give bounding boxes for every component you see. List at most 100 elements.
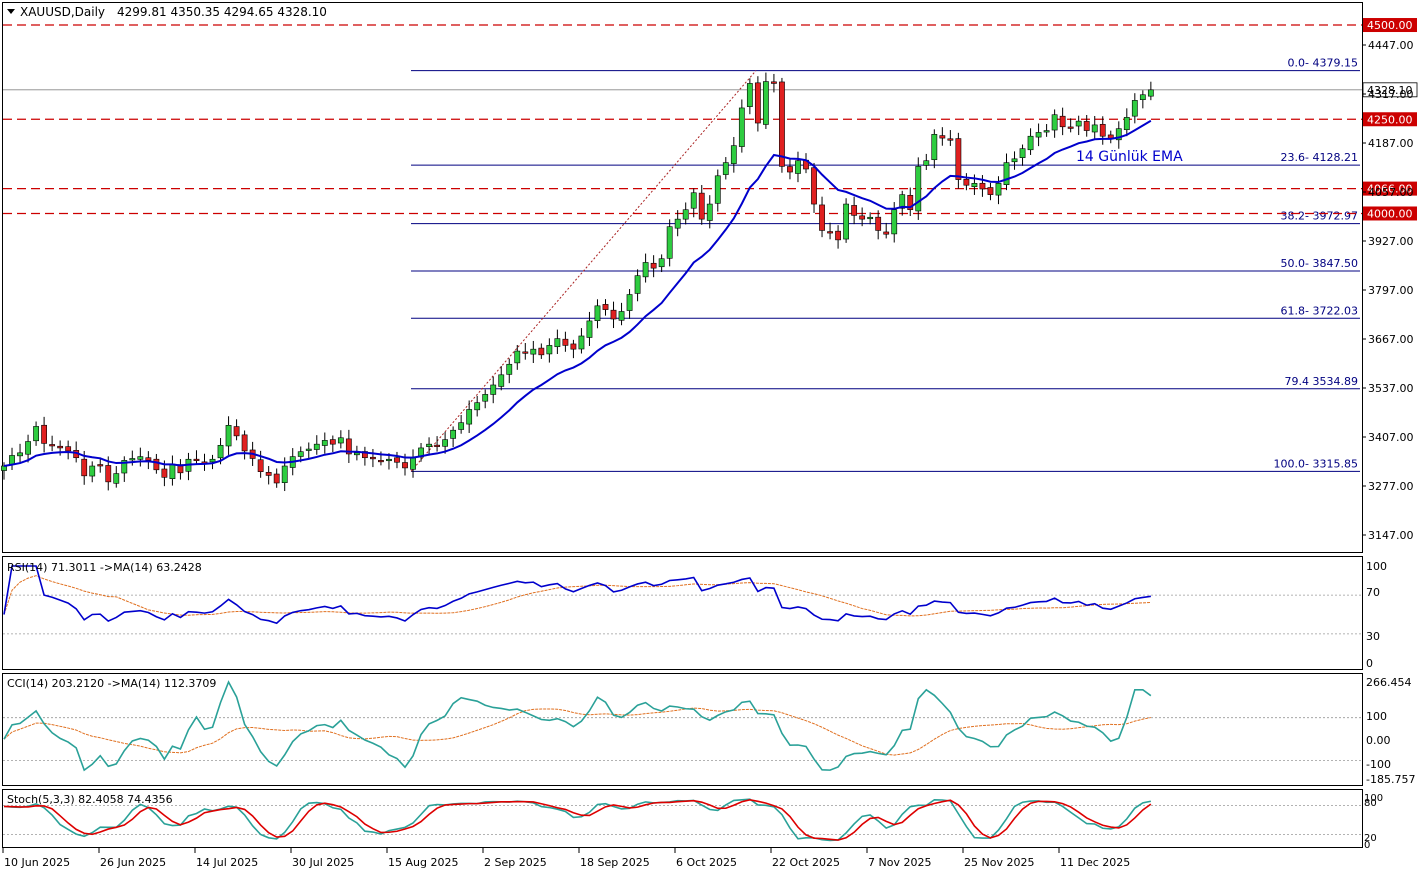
dropdown-triangle-icon[interactable] — [7, 9, 15, 14]
candle-body — [530, 348, 537, 355]
candle-body — [722, 162, 729, 175]
candle-body — [361, 451, 368, 459]
candle-body — [931, 134, 938, 161]
stoch-tick-label: 100 — [1364, 793, 1383, 804]
candle-body — [466, 409, 473, 425]
candle-body — [730, 145, 737, 164]
candle-body — [963, 178, 970, 186]
candle-body — [610, 309, 617, 320]
candle-body — [81, 458, 88, 477]
rsi-ma-line — [3, 575, 1151, 617]
candle-body — [1067, 126, 1074, 129]
candle-body — [9, 455, 15, 465]
candle-body — [265, 472, 272, 476]
candle-body — [89, 465, 96, 477]
candle-body — [827, 231, 833, 234]
candle-body — [434, 444, 440, 447]
candle-body — [25, 441, 31, 455]
stoch-panel[interactable] — [2, 789, 1363, 848]
candle-body — [634, 275, 641, 294]
fib-label: 0.0- 4379.15 — [1288, 57, 1358, 70]
y-tick-label: 3667.00 — [1368, 333, 1414, 346]
fib-label: 23.6- 4128.21 — [1281, 151, 1358, 164]
level-tag — [1363, 18, 1417, 33]
candle-body — [370, 456, 376, 460]
candle-body — [626, 294, 633, 311]
candle-body — [41, 424, 47, 444]
candle-body — [1115, 128, 1122, 141]
rsi-panel[interactable] — [2, 556, 1363, 670]
candle-body — [859, 215, 866, 220]
candle-body — [233, 426, 240, 437]
candle-body — [305, 448, 312, 451]
candle-body — [883, 231, 890, 235]
x-tick-label: 26 Jun 2025 — [100, 856, 166, 869]
candle-body — [57, 445, 64, 449]
candle-body — [49, 444, 56, 447]
candle-body — [1083, 121, 1090, 131]
stoch-tick-label: 80 — [1364, 798, 1377, 809]
candle-body — [514, 350, 521, 364]
y-tick-label: 4057.00 — [1368, 186, 1414, 199]
cci-tick-label: -100 — [1366, 758, 1391, 771]
candle-body — [995, 183, 1002, 196]
candle-body — [586, 320, 593, 338]
candle-body — [353, 452, 360, 456]
symbol-label: XAUUSD,Daily — [20, 5, 105, 19]
ema-line — [3, 119, 1152, 468]
fibonacci-retracement: 0.0- 4379.15 23.6- 4128.21 38.2- 3972.97 50… — [410, 57, 1360, 472]
candle-body — [193, 458, 200, 461]
candle-body — [658, 258, 665, 268]
candle-body — [923, 160, 930, 166]
candle-body — [915, 166, 922, 212]
x-tick-label: 25 Nov 2025 — [964, 856, 1034, 869]
candle-body — [1003, 162, 1010, 185]
candle-body — [145, 457, 152, 461]
candle-body — [169, 463, 176, 480]
candle-body — [1059, 115, 1066, 128]
candle-body — [450, 429, 457, 439]
candle-body — [217, 444, 224, 459]
candle-body — [402, 462, 408, 469]
candle-body — [137, 456, 144, 460]
candle-body — [562, 338, 569, 346]
candle-body — [378, 460, 384, 463]
ema-annotation: 14 Günlük EMA — [1076, 149, 1183, 165]
horizontal-levels: 4500.00 4250.00 4066.00 4000.00 4328.10 — [3, 18, 1418, 221]
candle-body — [787, 166, 793, 173]
y-tick-label: 3927.00 — [1368, 235, 1414, 248]
candle-body — [257, 459, 264, 472]
candle-body — [313, 443, 320, 450]
fib-label: 100.0- 3315.85 — [1274, 457, 1358, 470]
rsi-tick-label: 70 — [1366, 586, 1380, 599]
level-tag — [1363, 181, 1417, 196]
rsi-title: RSI(14) 71.3011 ->MA(14) 63.2428 — [7, 561, 202, 574]
candle-body — [642, 262, 649, 278]
candle-body — [979, 182, 986, 190]
current-price-tag — [1362, 82, 1418, 98]
ema-14-line — [3, 119, 1152, 468]
candle-body — [17, 452, 23, 457]
candle-body — [738, 107, 745, 147]
rsi-line — [3, 565, 1151, 625]
cci-ma-line — [3, 707, 1151, 756]
candle-body — [129, 458, 136, 461]
candle-body — [819, 204, 825, 231]
candle-body — [538, 347, 545, 356]
y-tick-label: 4447.00 — [1368, 39, 1414, 52]
candle-body — [578, 335, 585, 350]
x-tick-label: 2 Sep 2025 — [484, 856, 547, 869]
candle-body — [947, 138, 954, 141]
candle-body — [1123, 117, 1130, 131]
y-tick-label: 3537.00 — [1368, 382, 1414, 395]
x-tick-label: 6 Oct 2025 — [676, 856, 737, 869]
candle-body — [1051, 114, 1058, 131]
x-tick-label: 10 Jun 2025 — [4, 856, 70, 869]
cci-tick-label: 100 — [1366, 710, 1387, 723]
cci-panel[interactable] — [2, 673, 1363, 786]
y-tick-label: 3797.00 — [1368, 284, 1414, 297]
level-tag — [1363, 112, 1417, 127]
candle-body — [891, 209, 898, 235]
candle-body — [97, 464, 104, 467]
